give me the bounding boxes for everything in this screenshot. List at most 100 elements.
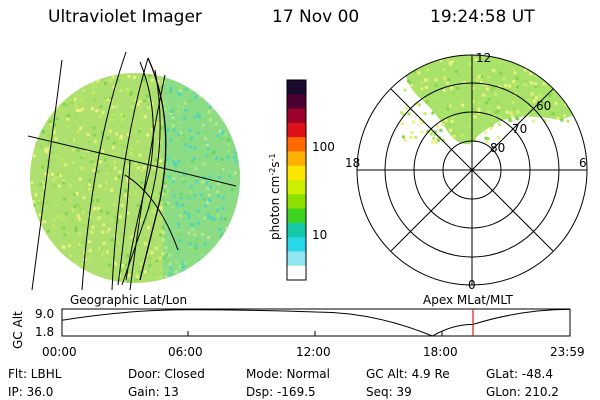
geo-emission-pixel xyxy=(45,159,49,163)
geo-emission-pixel xyxy=(217,91,221,94)
polar-emission-pixel xyxy=(437,136,440,140)
geo-emission-pixel xyxy=(65,89,69,93)
geo-emission-pixel xyxy=(188,129,192,132)
geo-emission-pixel xyxy=(111,115,115,119)
polar-emission-pixel xyxy=(551,108,554,112)
polar-emission-pixel xyxy=(502,77,506,81)
geo-emission-pixel xyxy=(125,89,129,93)
geo-emission-pixel xyxy=(181,203,185,207)
geo-emission-pixel xyxy=(124,149,128,153)
polar-emission-pixel xyxy=(480,75,484,79)
geo-emission-pixel xyxy=(221,249,225,253)
geo-emission-pixel xyxy=(231,212,235,216)
geo-emission-pixel xyxy=(32,186,36,190)
geo-emission-pixel xyxy=(53,184,57,188)
geo-emission-pixel xyxy=(203,131,207,135)
geo-emission-pixel xyxy=(205,92,209,96)
polar-emission-pixel xyxy=(404,107,408,110)
polar-emission-pixel xyxy=(447,78,451,81)
geo-emission-pixel xyxy=(81,251,84,255)
geo-emission-pixel xyxy=(34,234,38,238)
geo-emission-pixel xyxy=(159,218,162,222)
polar-emission-pixel xyxy=(492,83,496,87)
geo-emission-pixel xyxy=(151,231,155,235)
polar-emission-pixel xyxy=(441,68,445,72)
geo-emission-pixel xyxy=(50,270,54,274)
polar-emission-pixel xyxy=(409,83,413,87)
polar-emission-pixel xyxy=(467,125,471,129)
geo-emission-pixel xyxy=(220,232,224,236)
geo-emission-pixel xyxy=(96,206,100,210)
geo-emission-pixel xyxy=(178,228,182,232)
geo-emission-pixel xyxy=(207,276,211,280)
geo-emission-pixel xyxy=(110,117,114,121)
geo-emission-pixel xyxy=(220,217,223,221)
geo-emission-pixel xyxy=(103,82,107,85)
polar-emission-pixel xyxy=(412,120,415,124)
geo-emission-pixel xyxy=(168,262,172,266)
geo-emission-pixel xyxy=(99,203,103,207)
polar-emission-pixel xyxy=(561,95,565,98)
geo-emission-pixel xyxy=(206,201,210,204)
polar-emission-pixel xyxy=(432,136,436,140)
polar-grid xyxy=(356,54,588,286)
geo-emission-pixel xyxy=(165,162,168,166)
polar-emission-pixel xyxy=(535,96,539,100)
polar-emission-pixel xyxy=(492,68,496,72)
geo-emission-pixel xyxy=(90,81,94,84)
polar-emission-pixel xyxy=(547,78,551,82)
polar-emission-pixel xyxy=(400,111,404,115)
geo-emission-pixel xyxy=(127,133,131,137)
polar-emission-pixel xyxy=(560,118,564,122)
ip-status: IP: 36.0 xyxy=(8,385,53,399)
polar-emission-pixel xyxy=(492,55,496,57)
polar-emission-pixel xyxy=(490,123,494,127)
geo-emission-pixel xyxy=(102,241,106,245)
polar-emission-pixel xyxy=(478,113,482,117)
geo-emission-pixel xyxy=(221,77,225,81)
geo-emission-pixel xyxy=(196,221,200,225)
glat-status: GLat: -48.4 xyxy=(486,367,553,381)
polar-emission-pixel xyxy=(587,93,590,96)
geo-emission-pixel xyxy=(30,181,34,185)
geo-emission-pixel xyxy=(184,88,188,92)
geo-emission-pixel xyxy=(125,177,129,181)
geo-emission-pixel xyxy=(63,261,67,265)
polar-emission-pixel xyxy=(457,73,461,77)
geo-emission-pixel xyxy=(113,152,117,156)
geo-emission-pixel xyxy=(163,181,167,185)
polar-emission-pixel xyxy=(522,95,526,99)
geo-emission-pixel xyxy=(171,107,175,111)
geo-emission-pixel xyxy=(93,207,97,211)
polar-emission-pixel xyxy=(548,93,552,97)
geo-emission-pixel xyxy=(112,85,116,89)
polar-emission-pixel xyxy=(420,60,424,64)
geo-emission-pixel xyxy=(79,126,83,130)
polar-emission-pixel xyxy=(514,87,517,91)
geo-emission-pixel xyxy=(218,246,222,250)
geo-emission-pixel xyxy=(38,124,42,128)
geo-emission-pixel xyxy=(55,204,59,207)
polar-emission-pixel xyxy=(406,65,410,69)
geo-emission-pixel xyxy=(192,157,196,160)
geo-emission-pixel xyxy=(47,229,50,233)
geo-emission-pixel xyxy=(197,213,201,217)
geo-emission-pixel xyxy=(199,280,203,283)
geo-emission-pixel xyxy=(36,127,40,131)
geo-emission-pixel xyxy=(187,213,191,216)
geo-emission-pixel xyxy=(137,243,141,247)
geo-emission-pixel xyxy=(228,149,231,153)
geo-emission-pixel xyxy=(108,96,112,100)
geo-emission-pixel xyxy=(230,83,233,87)
geo-emission-pixel xyxy=(159,198,163,202)
geographic-grid xyxy=(28,51,237,290)
geo-emission-pixel xyxy=(232,94,236,98)
geo-emission-pixel xyxy=(62,227,65,231)
polar-emission-pixel xyxy=(554,101,558,105)
polar-emission-pixel xyxy=(401,135,405,139)
unit-prefix: photon cm xyxy=(268,176,282,240)
geo-emission-pixel xyxy=(216,134,220,138)
polar-emission-pixel xyxy=(479,80,483,84)
mlat-label-70: 70 xyxy=(512,122,527,136)
geo-emission-pixel xyxy=(157,163,161,166)
